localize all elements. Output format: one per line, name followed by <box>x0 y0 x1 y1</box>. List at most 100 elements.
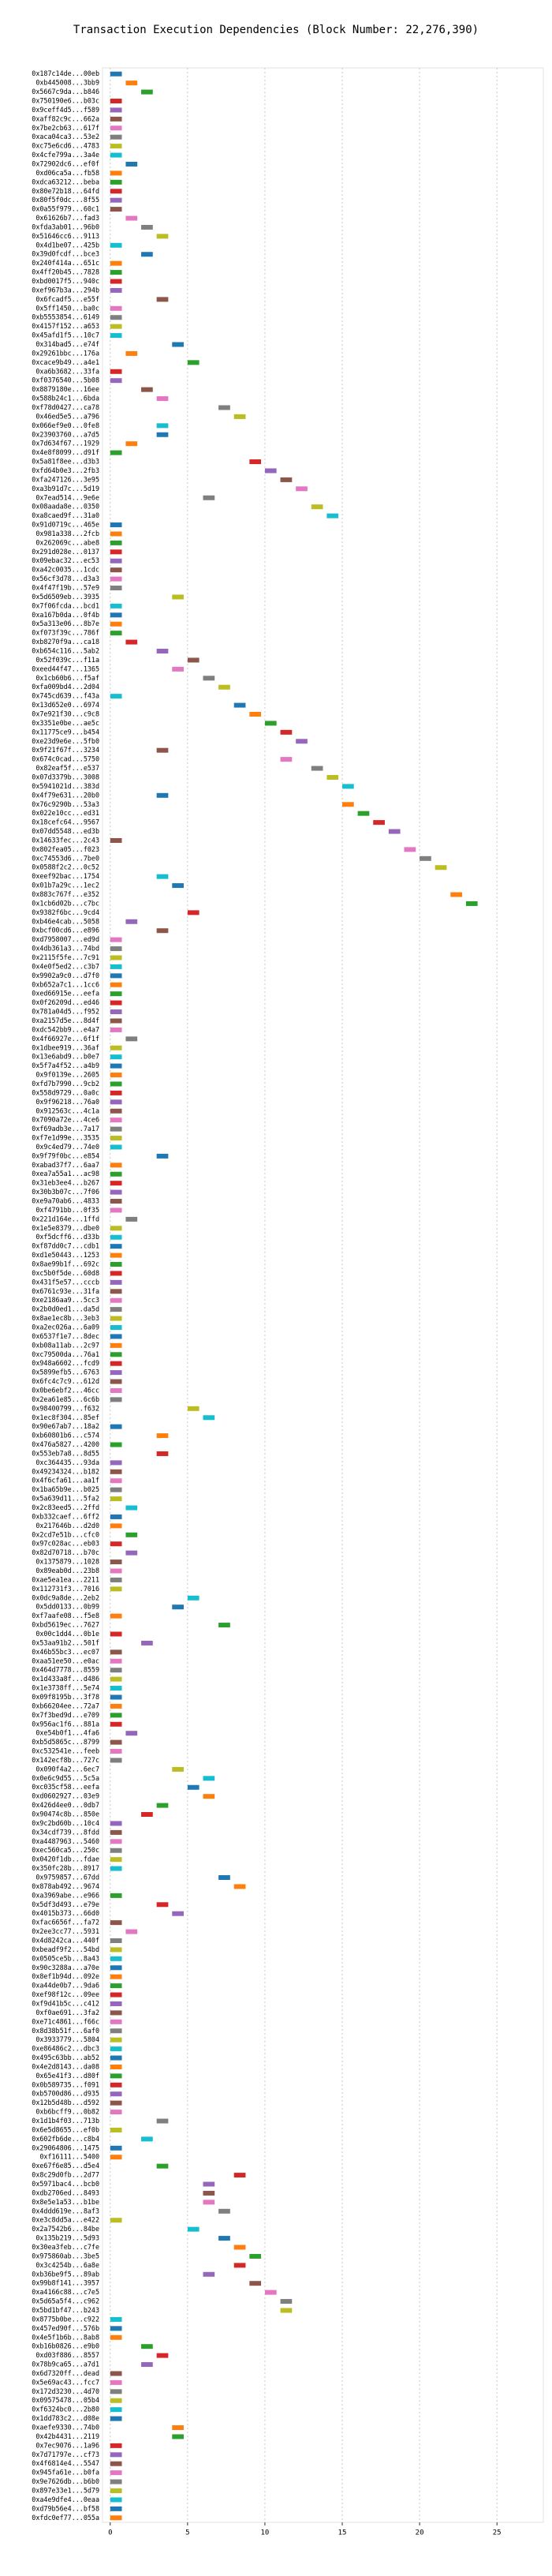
y-tick-label: 0x956ac1f6...881a <box>32 1720 99 1728</box>
bar <box>110 1054 122 1060</box>
bar <box>125 161 138 167</box>
bar <box>110 1424 122 1429</box>
bar <box>110 98 122 103</box>
y-tick-label: 0xfa009bd4...2d04 <box>32 683 99 691</box>
bar <box>110 1108 122 1114</box>
y-tick-label: 0x07dd5548...ed3b <box>32 827 99 835</box>
y-tick-label: 0x3c4254b...6a8e <box>35 2261 99 2269</box>
bar <box>110 1244 122 1249</box>
bar <box>110 837 122 843</box>
bar <box>110 1568 122 1574</box>
bar <box>233 2245 246 2250</box>
y-tick-label: 0x4f66927e...6f1f <box>32 1035 99 1043</box>
y-tick-label: 0x0588f2c2...0c52 <box>32 863 99 871</box>
bar <box>110 1252 122 1258</box>
y-tick-label: 0xb60801b6...c574 <box>32 1432 99 1440</box>
bar <box>342 802 354 807</box>
y-tick-label: 0xb16b0826...e9b0 <box>32 2342 99 2350</box>
bar <box>110 2091 122 2097</box>
y-tick-label: 0xa2157d5e...8d4f <box>32 1017 99 1024</box>
bar <box>125 919 138 924</box>
y-tick-label: 0xbd5619ec...7627 <box>32 1621 99 1629</box>
y-tick-label: 0x674c0cad...5750 <box>32 755 99 763</box>
bar <box>280 757 293 762</box>
y-tick-label: 0x948a6602...fcd9 <box>32 1359 99 1367</box>
bar <box>110 134 122 140</box>
bar <box>110 1721 122 1727</box>
y-tick-label: 0x9759857...67dd <box>35 1874 99 1881</box>
y-tick-label: 0xdca63212...beba <box>32 178 99 185</box>
y-tick-label: 0x431f5e57...cccb <box>32 1278 99 1286</box>
bar <box>280 729 293 735</box>
bar <box>110 1496 122 1502</box>
bar <box>110 1956 122 1961</box>
y-tick-label: 0x0b589735...f091 <box>32 2080 99 2088</box>
y-tick-label: 0x00c1dd4...0b1e <box>35 1630 99 1638</box>
y-tick-label: 0xaa51ee50...e0ac <box>32 1657 99 1664</box>
bar <box>110 1839 122 1844</box>
bar <box>141 2362 153 2368</box>
y-tick-label: 0x9c4ed79...74e0 <box>35 1143 99 1151</box>
bar <box>156 1153 169 1159</box>
bar <box>110 2127 122 2132</box>
y-tick-label: 0x142ecf8b...727c <box>32 1756 99 1764</box>
y-tick-label: 0x6fc4c7c9...612d <box>32 1377 99 1385</box>
bar <box>218 1623 230 1628</box>
y-tick-label: 0x0dc9a8de...2eb2 <box>32 1593 99 1601</box>
bar <box>110 144 122 149</box>
bar <box>172 594 184 600</box>
y-tick-label: 0x883c767f...e352 <box>32 890 99 898</box>
bar <box>110 2073 122 2079</box>
bar <box>110 1686 122 1691</box>
bar <box>110 2145 122 2151</box>
bar <box>110 279 122 284</box>
y-tick-label: 0x4f6cfa61...aa1f <box>32 1477 99 1485</box>
y-tick-label: 0x6537f1e7...8dec <box>32 1332 99 1340</box>
bar <box>110 1821 122 1826</box>
bar <box>110 2398 122 2403</box>
y-tick-label: 0x5d65a5f4...c962 <box>32 2297 99 2305</box>
y-tick-label: 0x42b4431...2119 <box>35 2432 99 2440</box>
y-tick-label: 0xb36be9f5...89ab <box>32 2270 99 2278</box>
y-tick-label: 0x0f26209d...ed46 <box>32 998 99 1006</box>
bar <box>110 1983 122 1989</box>
y-tick-label: 0x7d71797e...cf73 <box>32 2451 99 2458</box>
y-tick-label: 0x3933779...5804 <box>35 2035 99 2043</box>
y-tick-label: 0x7d634f67...1929 <box>32 440 99 447</box>
bar <box>110 1144 122 1150</box>
bar <box>110 1271 122 1276</box>
bar <box>172 883 184 889</box>
y-tick-label: 0x5971bac4...bcb0 <box>32 2180 99 2188</box>
bar <box>110 2407 122 2413</box>
y-tick-label: 0x0420f1db...fdae <box>32 1855 99 1863</box>
y-tick-label: 0x9ceff4d5...f589 <box>32 106 99 114</box>
y-tick-label: 0x6e5d8655...ef0b <box>32 2125 99 2133</box>
y-tick-label: 0x4db361a3...74bd <box>32 945 99 953</box>
bar <box>172 666 184 672</box>
bar <box>187 657 200 663</box>
bar <box>156 423 169 429</box>
bar <box>326 513 339 519</box>
y-tick-label: 0xd79b56e4...bf58 <box>32 2504 99 2512</box>
bar <box>264 468 277 474</box>
y-tick-label: 0x45afd1f5...10c7 <box>32 331 99 339</box>
bar <box>110 1181 122 1186</box>
y-tick-label: 0xa4e9dfe4...0eaa <box>32 2496 99 2503</box>
bar <box>110 152 122 158</box>
y-tick-label: 0x07d3379b...3008 <box>32 773 99 781</box>
y-tick-label: 0x802fea05...f023 <box>32 845 99 853</box>
y-tick-label: 0xd03f886...8557 <box>35 2351 99 2359</box>
y-tick-label: 0x022e10cc...ed31 <box>32 809 99 817</box>
y-tick-label: 0x34cdf739...8fdd <box>32 1828 99 1836</box>
bar <box>203 1415 215 1421</box>
bar <box>110 549 122 555</box>
y-tick-label: 0x476a5827...4200 <box>32 1440 99 1448</box>
y-tick-label: 0x82eaf5f...e537 <box>35 764 99 772</box>
bar <box>280 477 293 482</box>
y-tick-label: 0x91d0719c...465e <box>32 521 99 529</box>
bar <box>110 1081 122 1087</box>
bar <box>110 1018 122 1024</box>
bar <box>110 1631 122 1637</box>
y-tick-label: 0x0a55f979...60c1 <box>32 205 99 213</box>
bar <box>110 1063 122 1069</box>
